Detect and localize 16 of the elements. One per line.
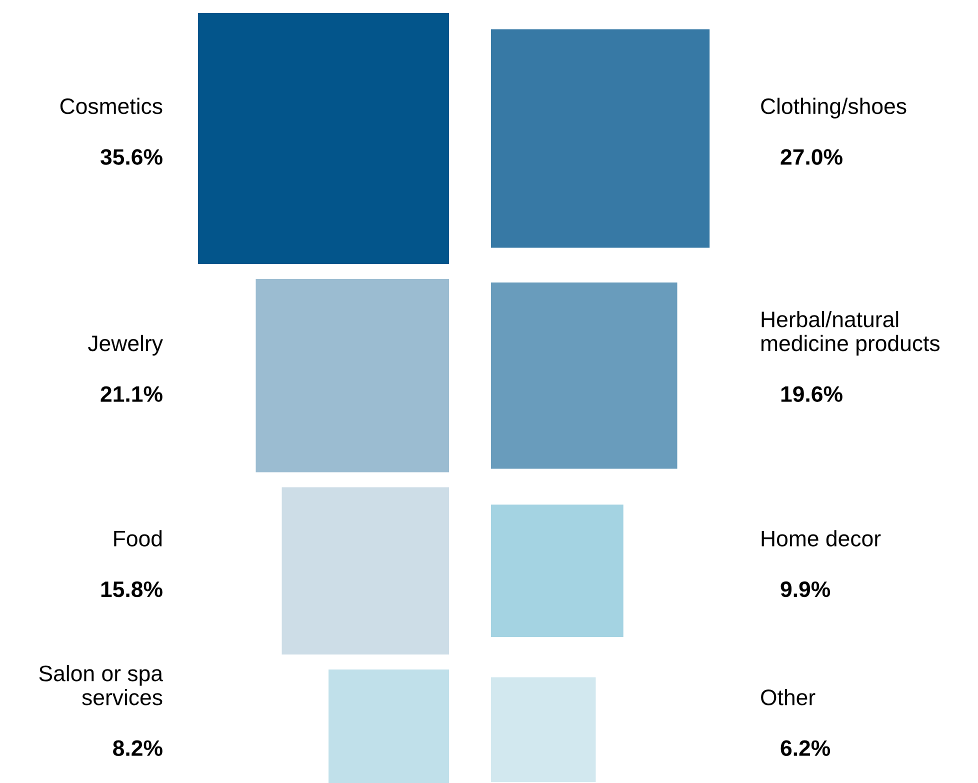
data-label: 19.6%: [781, 386, 842, 402]
category-label: Clothing/shoes: [761, 98, 906, 118]
category-label: Food: [114, 530, 162, 546]
data-label: 35.6%: [100, 149, 162, 165]
category-label: Other: [761, 688, 816, 706]
data-label: 15.8%: [101, 581, 162, 598]
category-label: Jewelry: [88, 334, 163, 356]
category-label: Home decor: [762, 530, 881, 546]
data-label: 6.2%: [780, 740, 830, 756]
category-label: Herbal/natural medicine products: [761, 310, 940, 356]
data-label: 27.0%: [780, 149, 842, 165]
data-label: 8.2%: [113, 740, 162, 756]
data-label: 9.9%: [780, 581, 830, 598]
category-label: Salon or spa services: [39, 665, 164, 706]
data-label: 21.1%: [100, 386, 162, 402]
category-label: Cosmetics: [60, 98, 162, 114]
